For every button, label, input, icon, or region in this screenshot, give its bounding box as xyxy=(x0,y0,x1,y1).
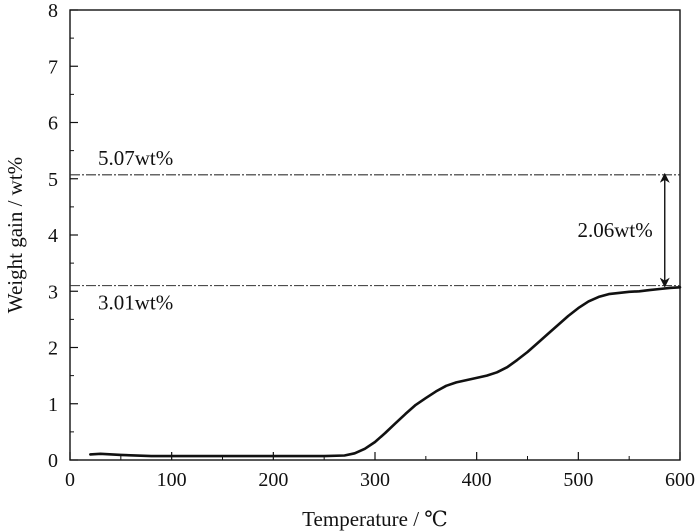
x-tick-label: 600 xyxy=(665,469,695,491)
data-series xyxy=(89,286,682,458)
reference-line-label: 3.01wt% xyxy=(98,291,173,315)
y-tick-label: 6 xyxy=(48,113,58,135)
y-tick-label: 7 xyxy=(48,56,58,78)
x-tick-label: 300 xyxy=(360,469,390,491)
y-tick-label: 3 xyxy=(48,281,58,303)
annotations: 2.06wt% xyxy=(578,172,670,288)
y-tick-label: 4 xyxy=(48,225,58,247)
x-tick-label: 200 xyxy=(258,469,288,491)
x-tick-label: 500 xyxy=(563,469,593,491)
series-line xyxy=(89,286,682,458)
y-tick-label: 8 xyxy=(48,0,58,22)
y-tick-label: 0 xyxy=(48,450,58,472)
x-tick-label: 100 xyxy=(157,469,187,491)
x-tick-label: 400 xyxy=(462,469,492,491)
y-tick-label: 1 xyxy=(48,394,58,416)
difference-label: 2.06wt% xyxy=(578,218,653,242)
y-tick-label: 2 xyxy=(48,338,58,360)
y-axis-title: Weight gain / wt% xyxy=(3,157,27,313)
x-tick-label: 0 xyxy=(65,469,75,491)
tick-labels: 0 100 200 300 400 500 600 0 1 2 3 4 5 6 7 8 xyxy=(48,0,695,491)
reference-line-label: 5.07wt% xyxy=(98,146,173,170)
x-axis-title: Temperature / ℃ xyxy=(302,507,448,531)
reference-lines: 5.07wt% 3.01wt% xyxy=(70,146,680,315)
y-tick-label: 5 xyxy=(48,169,58,191)
